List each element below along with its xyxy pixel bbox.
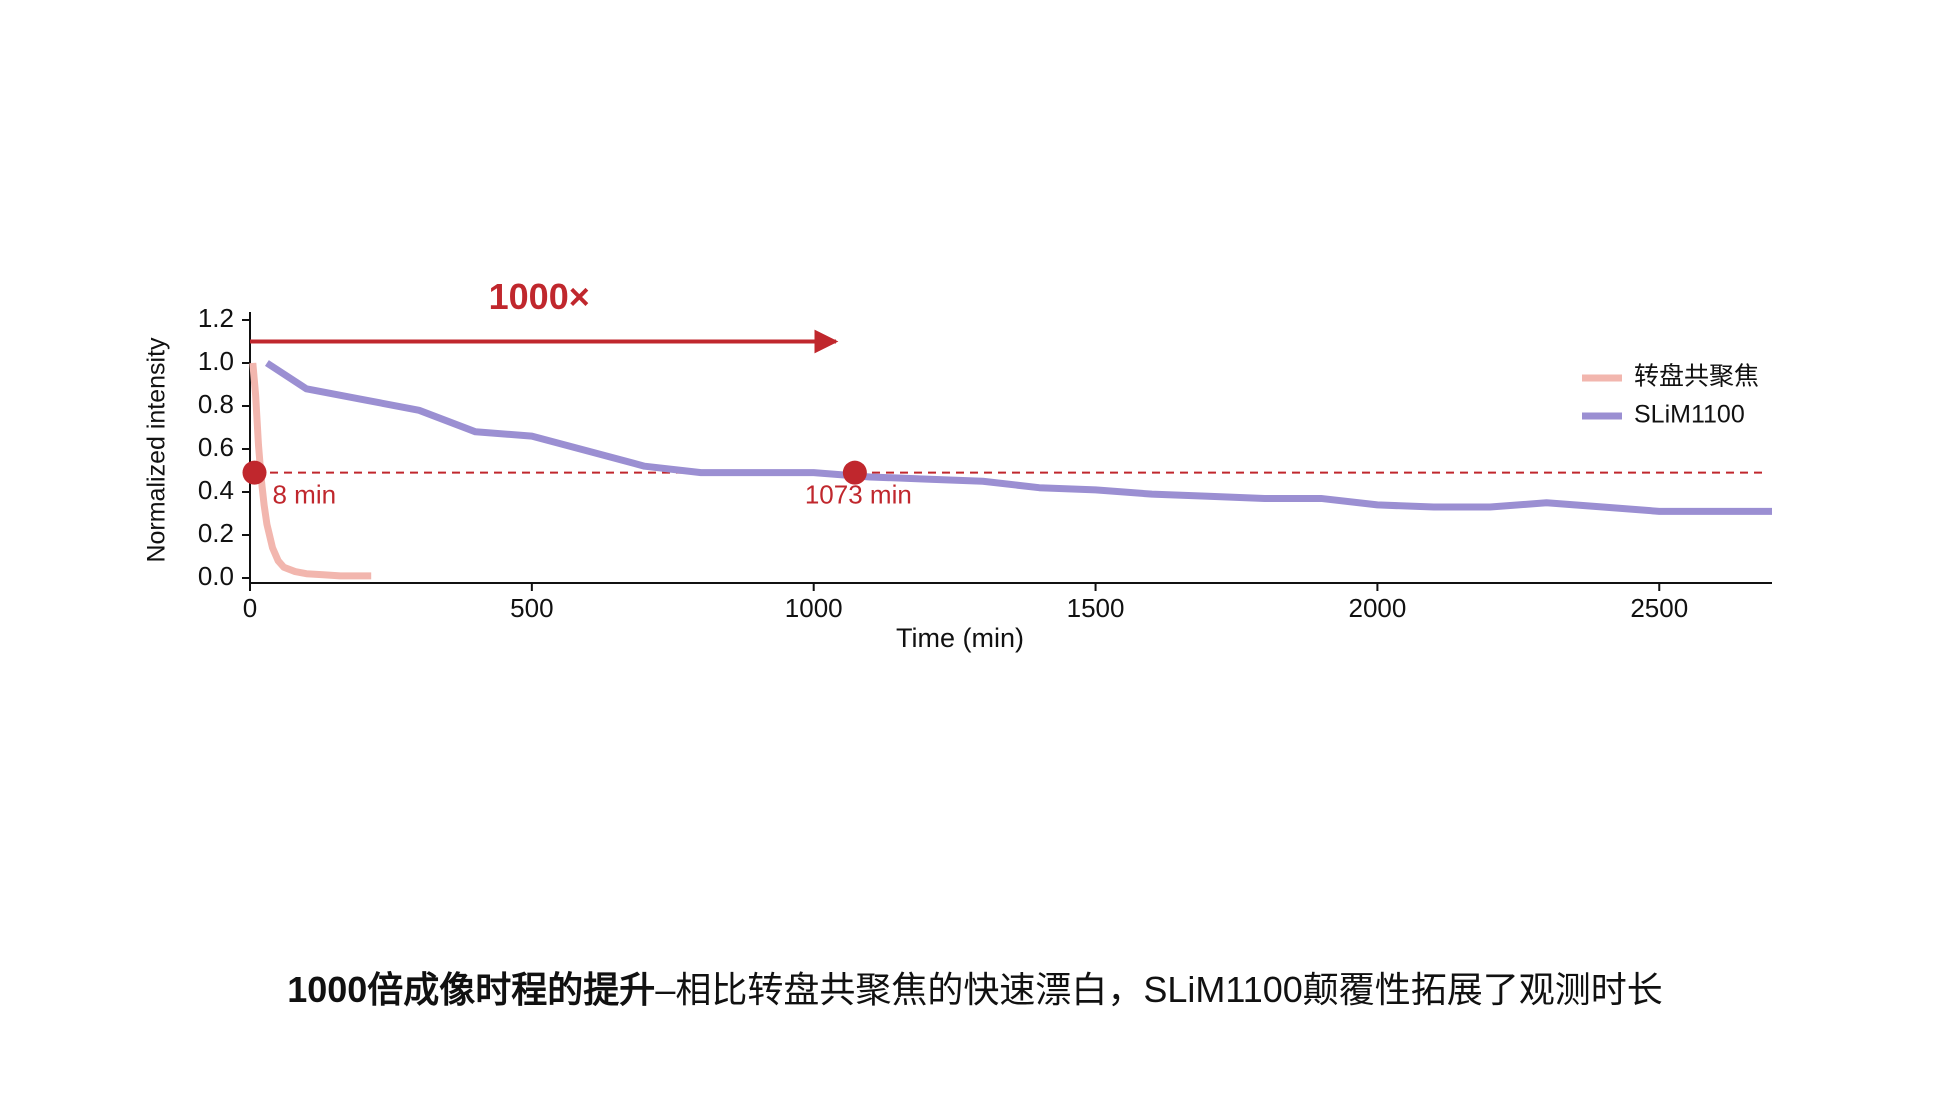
caption-rest: –相比转盘共聚焦的快速漂白，SLiM1100颠覆性拓展了观测时长	[655, 969, 1662, 1010]
y-axis-label: Normalized intensity	[143, 337, 171, 563]
arrow-label: 1000×	[489, 276, 590, 317]
legend-label: 转盘共聚焦	[1634, 363, 1759, 391]
caption: 1000倍成像时程的提升–相比转盘共聚焦的快速漂白，SLiM1100颠覆性拓展了…	[287, 969, 1663, 1010]
legend-label: SLiM1100	[1634, 401, 1745, 429]
marker	[842, 460, 867, 485]
x-axis-label: Time (min)	[896, 623, 1024, 653]
y-tick-label: 0.2	[198, 518, 234, 548]
x-tick-label: 0	[243, 593, 257, 623]
y-tick-label: 1.0	[198, 346, 234, 376]
caption-bold: 1000倍成像时程的提升	[287, 969, 655, 1010]
y-tick-label: 1.2	[198, 303, 234, 333]
x-tick-label: 1000	[785, 593, 843, 623]
x-tick-label: 1500	[1067, 593, 1125, 623]
y-tick-label: 0.4	[198, 475, 234, 505]
x-tick-label: 500	[510, 593, 553, 623]
x-tick-label: 2500	[1630, 593, 1688, 623]
data-line	[264, 360, 1772, 515]
marker-label: 8 min	[273, 480, 337, 510]
marker-label: 1073 min	[805, 480, 912, 510]
y-tick-label: 0.8	[198, 389, 234, 419]
data-line	[249, 362, 372, 580]
y-tick-label: 0.0	[198, 561, 234, 591]
y-tick-label: 0.6	[198, 432, 234, 462]
x-tick-label: 2000	[1348, 593, 1406, 623]
marker	[242, 460, 267, 485]
